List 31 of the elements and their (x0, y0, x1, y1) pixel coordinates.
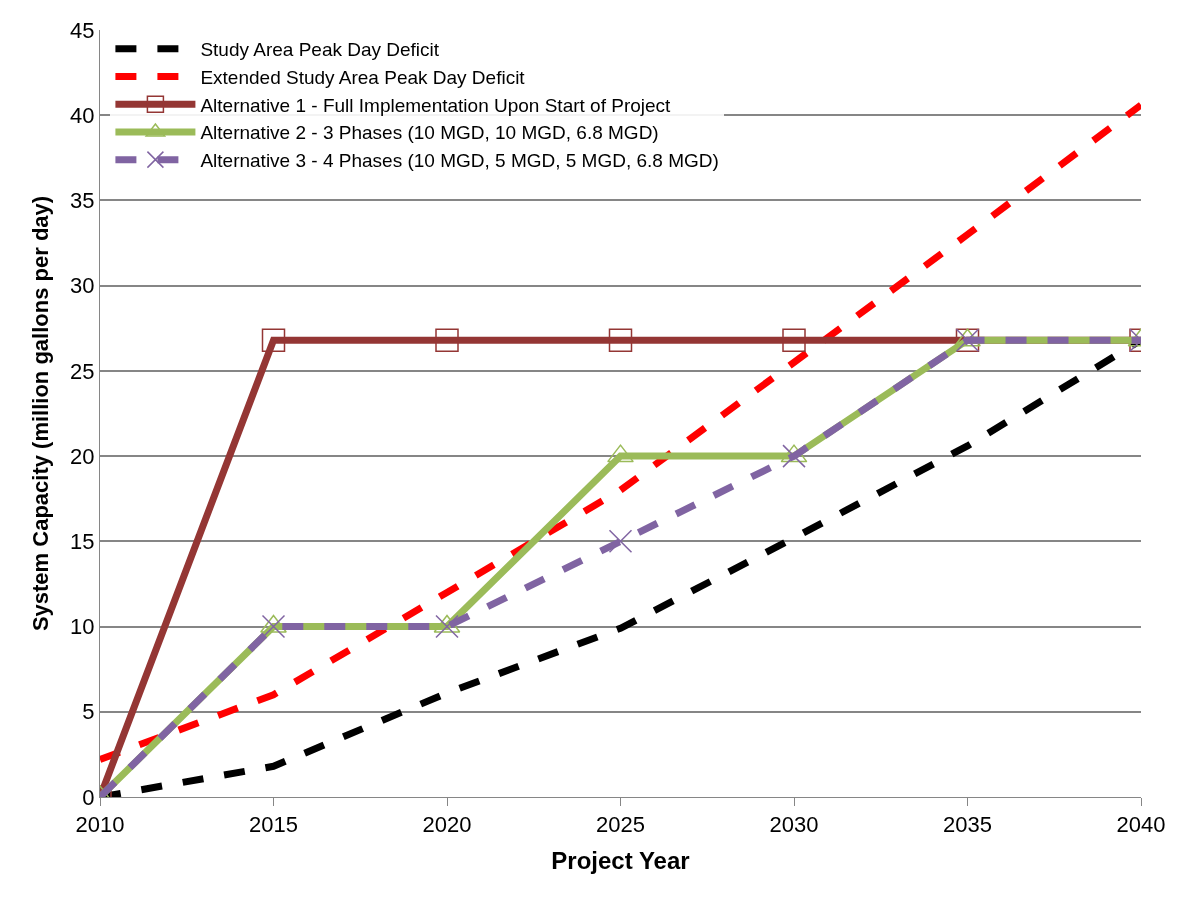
legend-label: Study Area Peak Day Deficit (200, 39, 440, 61)
x-tick-label: 2035 (943, 812, 992, 838)
point (608, 328, 633, 352)
x-tick-label: 2010 (75, 812, 125, 838)
y-tick-label: 40 (70, 102, 95, 128)
x-tick-label: 2025 (596, 812, 645, 838)
x-tick-label: 2015 (249, 812, 298, 838)
legend-label: Alternative 2 - 3 Phases (10 MGD, 10 MGD, 6.8 MGD) (200, 122, 659, 144)
x-tick-label: 2020 (422, 812, 472, 838)
y-tick-label: 5 (82, 699, 95, 725)
point (782, 444, 806, 468)
y-tick-label: 30 (70, 273, 95, 299)
point (260, 614, 287, 633)
point (435, 328, 459, 352)
y-tick-label: 10 (70, 614, 95, 640)
x-tick-label: 2030 (769, 812, 819, 838)
x-tick-label: 2040 (1116, 812, 1166, 838)
point (782, 328, 806, 352)
legend-label: Alternative 3 - 4 Phases (10 MGD, 5 MGD, 5 MGD, 6.8 MGD) (200, 150, 719, 172)
legend-label: Extended Study Area Peak Day Deficit (200, 66, 526, 88)
y-tick-label: 20 (70, 443, 95, 469)
point (607, 444, 634, 463)
y-axis-title: System Capacity (million gallons per day) (27, 195, 53, 632)
y-tick-label: 15 (70, 529, 95, 555)
y-tick-label: 0 (82, 784, 95, 810)
y-tick-label: 45 (70, 17, 95, 43)
y-tick-label: 25 (70, 358, 95, 384)
x-axis-title: Project Year (551, 846, 690, 874)
y-tick-label: 35 (70, 188, 95, 214)
legend-label: Alternative 1 - Full Implementation Upon Start of Project (200, 94, 672, 116)
point (261, 328, 286, 352)
